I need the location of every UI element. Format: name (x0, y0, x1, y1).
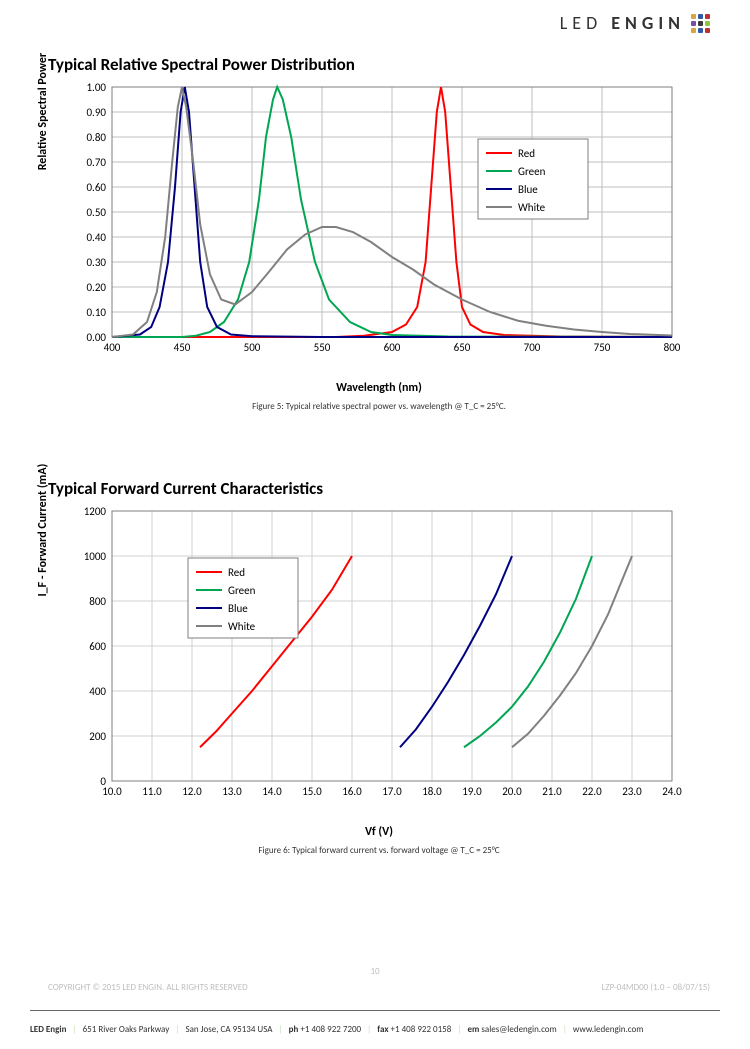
footer-addr1: 651 River Oaks Parkway (83, 1024, 170, 1035)
svg-text:200: 200 (89, 730, 106, 743)
copyright: COPYRIGHT © 2015 LED ENGIN. ALL RIGHTS R… (48, 982, 248, 993)
svg-text:600: 600 (89, 640, 106, 653)
svg-text:13.0: 13.0 (222, 785, 242, 798)
svg-text:400: 400 (89, 685, 106, 698)
chart1-title: Typical Relative Spectral Power Distribu… (48, 54, 710, 75)
svg-text:Green: Green (518, 165, 546, 178)
svg-text:18.0: 18.0 (422, 785, 442, 798)
footer-divider (30, 1010, 720, 1011)
svg-text:23.0: 23.0 (622, 785, 642, 798)
svg-text:11.0: 11.0 (142, 785, 162, 798)
svg-text:1000: 1000 (84, 550, 107, 563)
svg-text:0.70: 0.70 (86, 156, 106, 169)
svg-text:500: 500 (244, 341, 261, 354)
svg-text:800: 800 (89, 595, 106, 608)
svg-text:750: 750 (594, 341, 611, 354)
chart2-caption: Figure 6: Typical forward current vs. fo… (48, 845, 710, 856)
svg-text:White: White (518, 201, 546, 214)
chart2-svg: 10.011.012.013.014.015.016.017.018.019.0… (48, 503, 688, 823)
svg-text:0.80: 0.80 (86, 131, 106, 144)
svg-text:0.10: 0.10 (86, 306, 106, 319)
svg-text:16.0: 16.0 (342, 785, 362, 798)
svg-text:20.0: 20.0 (502, 785, 522, 798)
chart2-xlabel: Vf (V) (48, 825, 710, 839)
svg-text:21.0: 21.0 (542, 785, 562, 798)
brand-text: LED ENGIN (560, 12, 685, 34)
svg-text:450: 450 (174, 341, 191, 354)
svg-text:15.0: 15.0 (302, 785, 322, 798)
chart1-wrap: Relative Spectral Power 4004505005506006… (48, 79, 710, 395)
footer-light: COPYRIGHT © 2015 LED ENGIN. ALL RIGHTS R… (48, 982, 710, 993)
doc-id: LZP-04MD00 (1.0 – 08/07/15) (602, 982, 710, 993)
svg-text:1.00: 1.00 (86, 81, 106, 94)
svg-text:0.00: 0.00 (86, 331, 106, 344)
svg-text:0.40: 0.40 (86, 231, 106, 244)
footer-addr2: San Jose, CA 95134 USA (185, 1024, 272, 1035)
chart2-ylabel: I_F - Forward Current (mA) (36, 464, 50, 597)
chart1-ylabel: Relative Spectral Power (36, 53, 50, 170)
brand-dots-icon (691, 14, 710, 33)
svg-text:Red: Red (228, 566, 245, 579)
footer-contact: LED Engin| 651 River Oaks Parkway| San J… (30, 1024, 720, 1035)
chart2-title: Typical Forward Current Characteristics (48, 478, 710, 499)
svg-text:400: 400 (104, 341, 121, 354)
svg-text:22.0: 22.0 (582, 785, 602, 798)
svg-text:12.0: 12.0 (182, 785, 202, 798)
page-number: 10 (0, 966, 750, 977)
svg-text:24.0: 24.0 (662, 785, 682, 798)
svg-text:550: 550 (314, 341, 331, 354)
svg-text:1200: 1200 (84, 505, 107, 518)
svg-text:Red: Red (518, 147, 535, 160)
svg-text:Green: Green (228, 584, 256, 597)
svg-text:0.60: 0.60 (86, 181, 106, 194)
brand-logo: LED ENGIN (560, 12, 710, 34)
svg-text:White: White (228, 620, 256, 633)
chart1-xlabel: Wavelength (nm) (48, 381, 710, 395)
svg-text:Blue: Blue (228, 602, 248, 615)
chart1-svg: 400 450 500 550 600 650 700 750 800 0.00 0.10 0.20 0… (48, 79, 688, 379)
svg-text:19.0: 19.0 (462, 785, 482, 798)
svg-text:650: 650 (454, 341, 471, 354)
svg-text:800: 800 (664, 341, 681, 354)
svg-text:0.90: 0.90 (86, 106, 106, 119)
svg-text:0.30: 0.30 (86, 256, 106, 269)
chart1-caption: Figure 5: Typical relative spectral powe… (48, 401, 710, 412)
svg-text:14.0: 14.0 (262, 785, 282, 798)
section-forward-current: Typical Forward Current Characteristics … (48, 478, 710, 856)
svg-text:Blue: Blue (518, 183, 538, 196)
footer-company: LED Engin (30, 1024, 66, 1035)
svg-text:17.0: 17.0 (382, 785, 402, 798)
brand-text-b: ENGIN (611, 12, 685, 34)
footer-web: www.ledengin.com (573, 1024, 644, 1035)
svg-text:0: 0 (100, 775, 106, 788)
chart2-wrap: I_F - Forward Current (mA) 10.011.012.01… (48, 503, 710, 839)
section-spectral: Typical Relative Spectral Power Distribu… (48, 54, 710, 412)
svg-text:0.20: 0.20 (86, 281, 106, 294)
svg-text:700: 700 (524, 341, 541, 354)
brand-text-a: LED (560, 12, 602, 34)
svg-text:600: 600 (384, 341, 401, 354)
svg-text:0.50: 0.50 (86, 206, 106, 219)
